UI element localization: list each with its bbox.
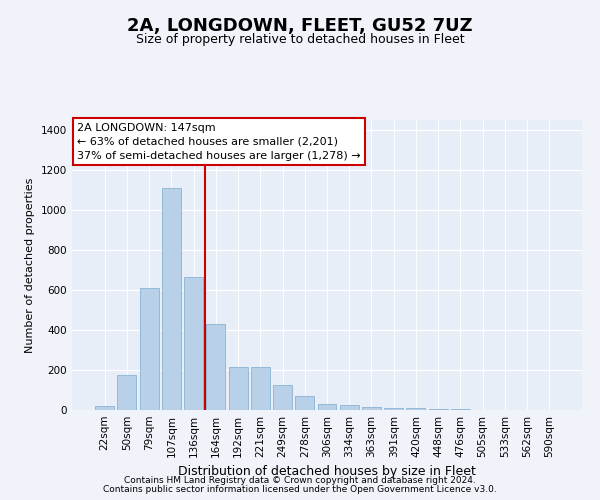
Text: Size of property relative to detached houses in Fleet: Size of property relative to detached ho…: [136, 32, 464, 46]
Bar: [251, 367, 270, 410]
Bar: [140, 288, 158, 410]
Bar: [340, 405, 359, 410]
Y-axis label: Number of detached properties: Number of detached properties: [25, 178, 35, 352]
Bar: [429, 409, 448, 410]
Text: Contains HM Land Registry data © Crown copyright and database right 2024.: Contains HM Land Registry data © Crown c…: [124, 476, 476, 485]
Bar: [295, 396, 314, 410]
Bar: [384, 408, 403, 410]
Bar: [273, 385, 292, 410]
X-axis label: Distribution of detached houses by size in Fleet: Distribution of detached houses by size …: [178, 466, 476, 478]
Bar: [229, 367, 248, 410]
Bar: [451, 409, 470, 410]
Bar: [184, 277, 203, 410]
Bar: [406, 408, 425, 410]
Bar: [95, 406, 114, 410]
Bar: [362, 407, 381, 410]
Text: Contains public sector information licensed under the Open Government Licence v3: Contains public sector information licen…: [103, 485, 497, 494]
Text: 2A, LONGDOWN, FLEET, GU52 7UZ: 2A, LONGDOWN, FLEET, GU52 7UZ: [127, 18, 473, 36]
Bar: [206, 324, 225, 410]
Text: 2A LONGDOWN: 147sqm
← 63% of detached houses are smaller (2,201)
37% of semi-det: 2A LONGDOWN: 147sqm ← 63% of detached ho…: [77, 123, 361, 161]
Bar: [317, 404, 337, 410]
Bar: [162, 188, 181, 410]
Bar: [118, 375, 136, 410]
